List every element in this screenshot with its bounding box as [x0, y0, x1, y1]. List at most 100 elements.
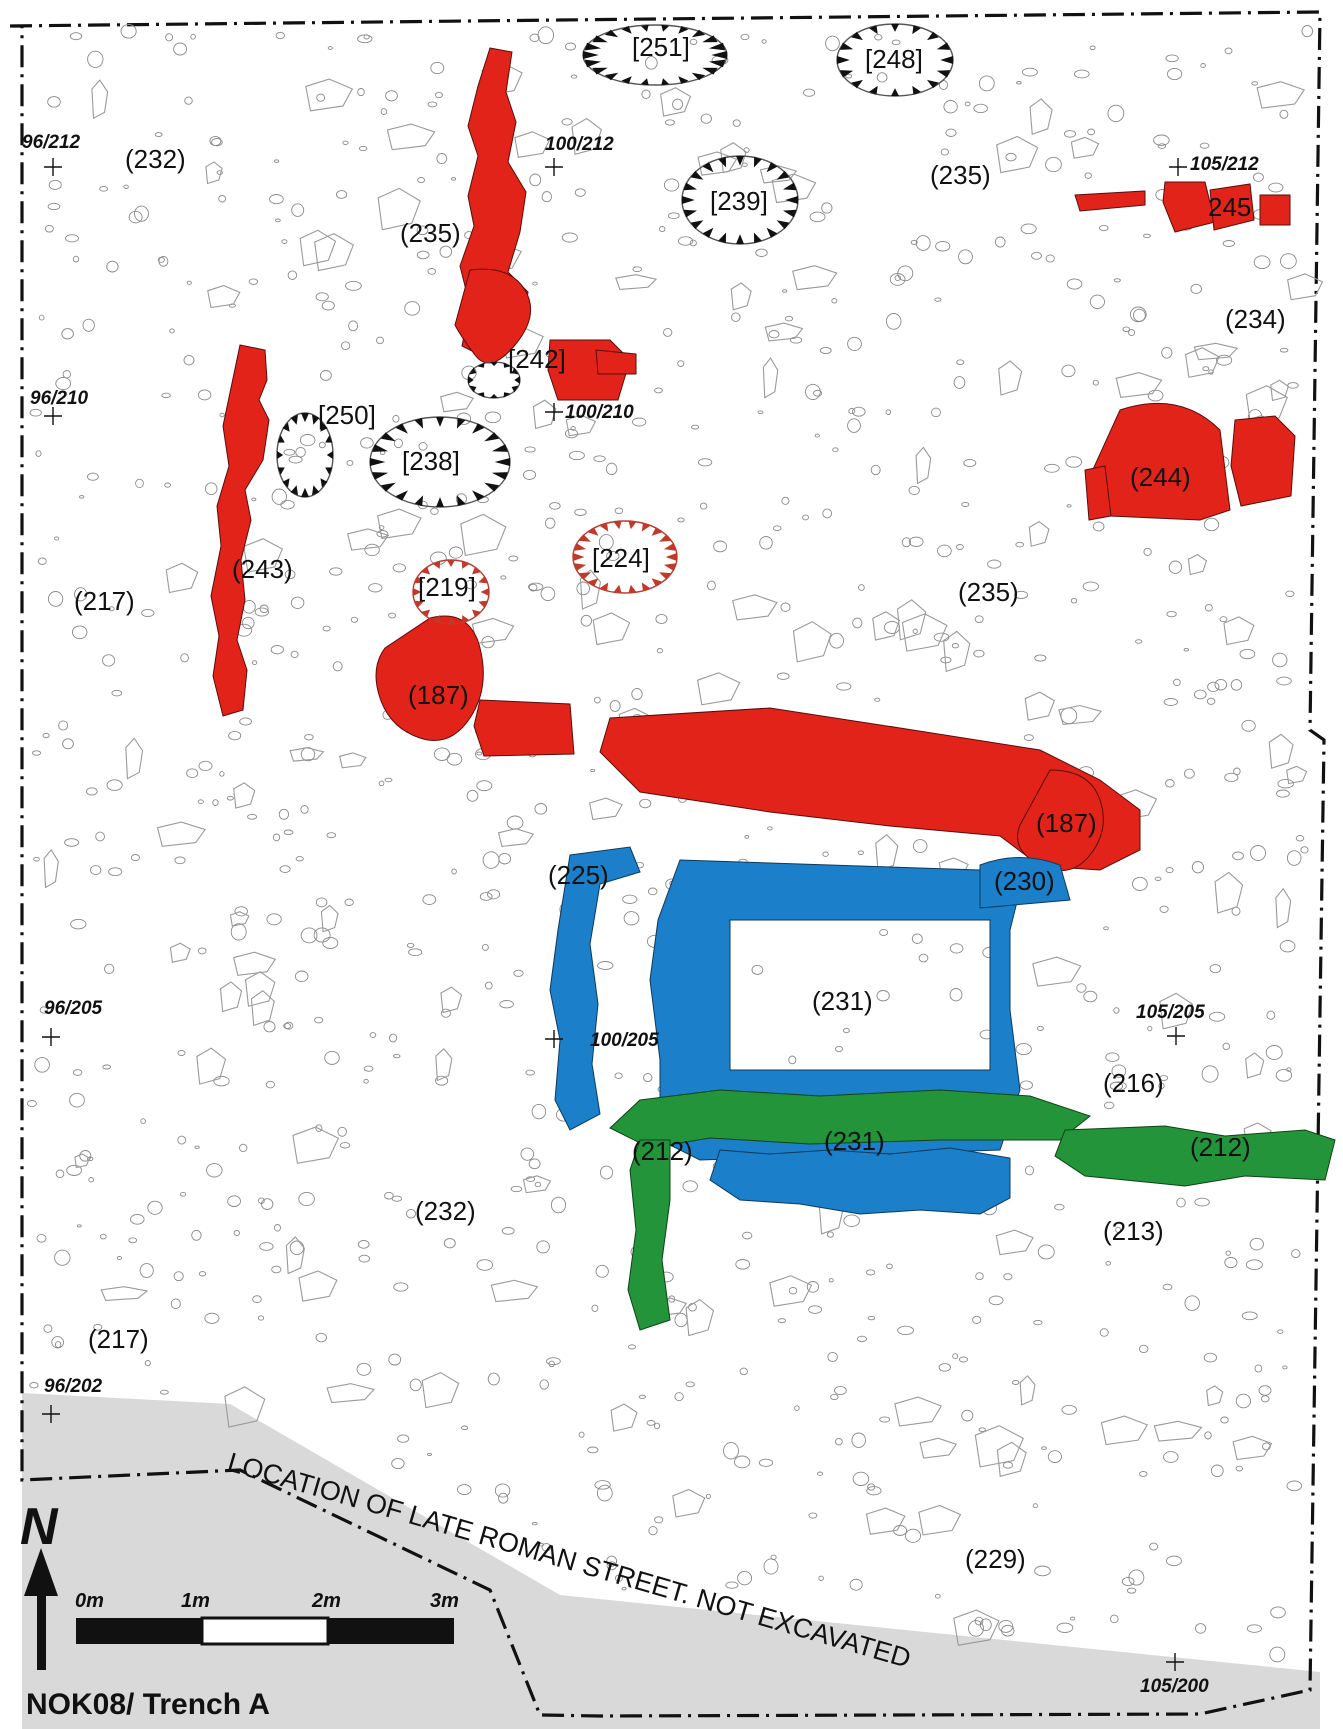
cut-label: [251]: [632, 32, 690, 62]
context-label-on-wall: (230): [994, 866, 1055, 896]
pebble: [487, 1372, 500, 1386]
pebble: [358, 1254, 371, 1263]
pebble: [699, 502, 708, 510]
hachure-mark: [282, 478, 290, 488]
pebble: [781, 496, 790, 505]
pebble: [852, 617, 863, 629]
pebble: [321, 300, 335, 311]
pebble: [740, 33, 750, 41]
pebble: [653, 1422, 661, 1430]
pebble: [1195, 1623, 1207, 1634]
pebble: [337, 1126, 347, 1137]
stone: [771, 173, 817, 204]
pebble: [198, 1271, 207, 1277]
pebble: [1113, 1007, 1120, 1014]
pebble: [835, 1045, 843, 1053]
hachure-mark: [301, 487, 309, 497]
pebble: [1251, 81, 1259, 86]
pebble: [313, 927, 331, 943]
pebble: [315, 292, 329, 302]
pebble: [886, 1263, 893, 1270]
pebble: [979, 1618, 992, 1632]
pebble: [416, 225, 429, 236]
cut-label: [238]: [402, 446, 460, 476]
pebble: [48, 179, 62, 190]
stone: [919, 1437, 958, 1459]
pebble: [290, 650, 299, 659]
pebble: [830, 1393, 839, 1401]
grid-markers: 96/212 100/212 105/212 96/210 100/210 96…: [22, 132, 1259, 1697]
context-label: (212): [632, 1136, 693, 1166]
pebble: [561, 118, 573, 126]
pebble: [594, 696, 601, 704]
pebble: [1245, 1259, 1263, 1271]
context-labels: (232) (235) (235) (234) (244) (243) (217…: [74, 144, 1286, 1574]
stone: [490, 1279, 539, 1303]
pebble: [737, 1570, 753, 1586]
pebble: [87, 1156, 94, 1162]
pebble: [1092, 379, 1099, 386]
stone: [243, 538, 284, 573]
pebble: [315, 1124, 323, 1132]
pebble: [385, 90, 398, 102]
pebble: [964, 101, 971, 107]
pebble: [759, 536, 773, 550]
pebble: [1262, 1442, 1271, 1451]
pebble: [289, 1240, 305, 1256]
pebble: [239, 1143, 248, 1153]
grid-label-105-212: 105/212: [1190, 154, 1259, 175]
pebble: [1204, 1431, 1212, 1440]
pebble: [1032, 1503, 1038, 1509]
pebble: [803, 88, 816, 97]
pebble: [538, 1543, 544, 1547]
hachure-mark: [456, 418, 466, 429]
stone: [696, 672, 741, 706]
pebble: [392, 563, 406, 573]
pebble: [733, 1455, 751, 1469]
pebble: [360, 437, 374, 449]
pebble: [664, 119, 675, 126]
pebble: [808, 1512, 818, 1519]
hachure-mark: [511, 367, 519, 375]
grid-point-96-212: 96/212: [22, 132, 81, 176]
pebble: [1232, 851, 1244, 861]
pebble: [1066, 278, 1083, 290]
stone: [1268, 733, 1294, 769]
pebble: [422, 894, 437, 905]
pebble: [283, 1022, 291, 1030]
hachure-mark: [414, 600, 424, 608]
pebble: [219, 771, 225, 777]
scale-label-3m: 3m: [430, 1590, 459, 1612]
pebble: [972, 1315, 982, 1324]
pebble: [1280, 253, 1297, 269]
pebble: [1301, 25, 1314, 38]
pebble: [271, 488, 287, 505]
pebble: [685, 1381, 695, 1388]
pebble: [1265, 1045, 1283, 1060]
stone: [386, 123, 436, 151]
pebble: [1056, 1622, 1074, 1633]
pebble: [674, 1392, 684, 1402]
stone: [615, 274, 658, 291]
pebble: [591, 1304, 599, 1312]
pebble: [1203, 517, 1220, 532]
pebble: [344, 898, 354, 907]
pebble: [1258, 1385, 1272, 1396]
hachure-mark: [936, 42, 951, 50]
stone: [205, 161, 223, 185]
pebble: [1066, 504, 1072, 508]
pebble: [104, 963, 115, 975]
context-label: (235): [958, 577, 1019, 607]
pebble: [677, 360, 685, 367]
pebble: [405, 1208, 417, 1219]
pebble: [911, 933, 923, 944]
hachure-mark: [421, 609, 430, 618]
pebble: [318, 441, 326, 449]
hachure-mark: [372, 472, 389, 480]
pebble: [327, 46, 333, 50]
pebble: [501, 1227, 515, 1235]
pebble: [564, 42, 577, 51]
hachure-mark: [691, 29, 706, 38]
pebble: [918, 953, 929, 963]
hachure-mark: [783, 209, 797, 218]
